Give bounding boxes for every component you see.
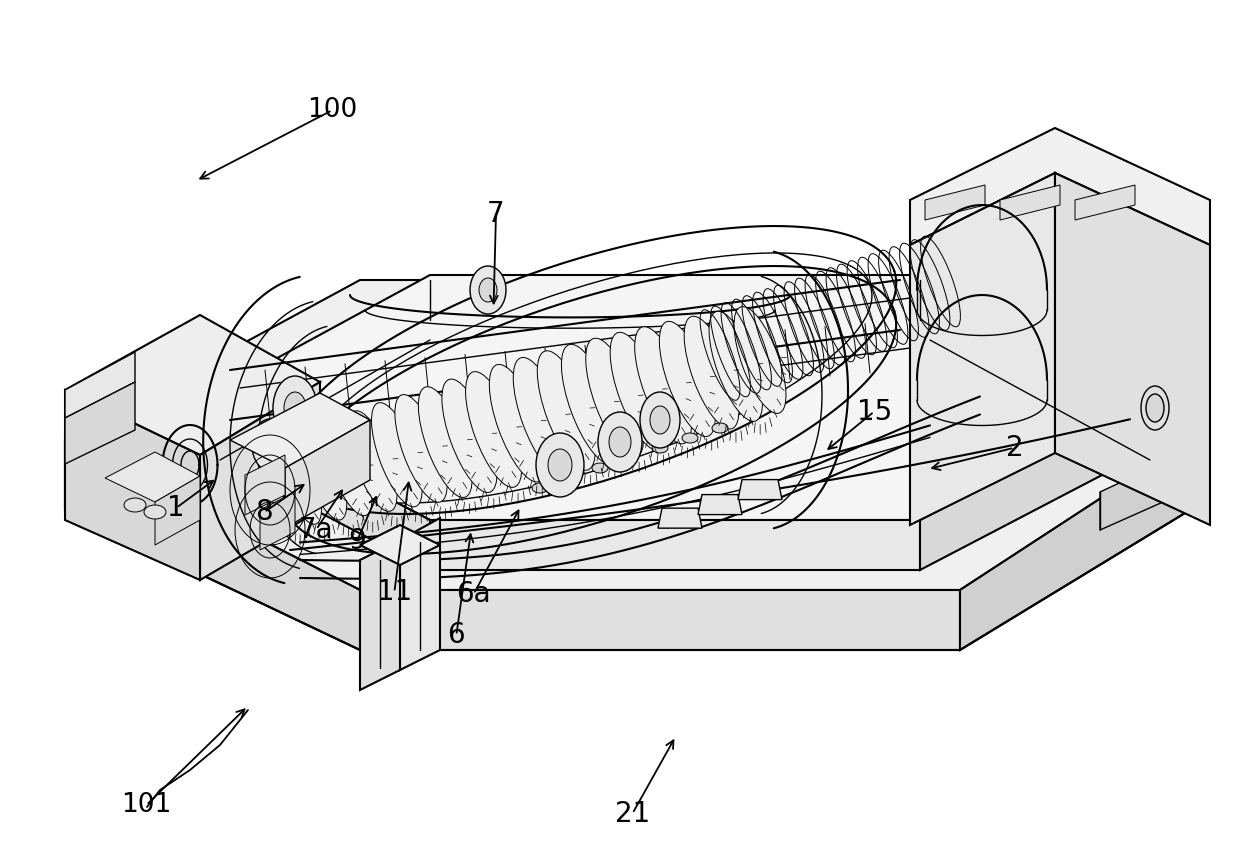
- Polygon shape: [920, 135, 1200, 240]
- Text: 6a: 6a: [456, 580, 491, 608]
- Polygon shape: [155, 476, 200, 545]
- Ellipse shape: [537, 350, 595, 470]
- Polygon shape: [64, 315, 320, 455]
- Text: 2: 2: [1006, 434, 1023, 461]
- Polygon shape: [360, 590, 960, 650]
- Ellipse shape: [1146, 394, 1164, 422]
- Ellipse shape: [536, 433, 584, 497]
- Text: 8: 8: [255, 499, 273, 526]
- Polygon shape: [960, 440, 1190, 650]
- Ellipse shape: [279, 436, 321, 524]
- Ellipse shape: [372, 403, 422, 507]
- Text: 9: 9: [348, 527, 366, 554]
- Text: 101: 101: [122, 792, 171, 818]
- Polygon shape: [910, 173, 1055, 525]
- Ellipse shape: [252, 419, 288, 471]
- Polygon shape: [910, 128, 1210, 245]
- Ellipse shape: [124, 498, 146, 512]
- Polygon shape: [698, 494, 742, 515]
- Polygon shape: [64, 440, 145, 553]
- Polygon shape: [430, 520, 920, 570]
- Ellipse shape: [470, 266, 506, 314]
- Polygon shape: [64, 352, 135, 418]
- Ellipse shape: [562, 473, 578, 483]
- Ellipse shape: [490, 364, 547, 482]
- Polygon shape: [105, 452, 200, 502]
- Ellipse shape: [1141, 386, 1169, 430]
- Ellipse shape: [548, 449, 572, 481]
- Ellipse shape: [260, 432, 279, 458]
- Polygon shape: [229, 393, 370, 468]
- Polygon shape: [200, 275, 1149, 520]
- Polygon shape: [200, 400, 430, 570]
- Ellipse shape: [441, 379, 497, 492]
- Ellipse shape: [610, 332, 668, 451]
- Ellipse shape: [144, 505, 166, 519]
- Ellipse shape: [479, 278, 497, 302]
- Text: 11: 11: [377, 579, 412, 606]
- Ellipse shape: [284, 392, 306, 424]
- Ellipse shape: [562, 344, 620, 464]
- Polygon shape: [999, 185, 1060, 220]
- Polygon shape: [200, 382, 320, 580]
- Polygon shape: [64, 382, 135, 464]
- Ellipse shape: [709, 312, 763, 421]
- Ellipse shape: [301, 427, 347, 520]
- Polygon shape: [360, 540, 401, 690]
- Polygon shape: [260, 492, 295, 550]
- Ellipse shape: [609, 427, 631, 457]
- Ellipse shape: [635, 326, 692, 443]
- Polygon shape: [64, 440, 360, 650]
- Text: 7a: 7a: [299, 516, 334, 543]
- Polygon shape: [1055, 173, 1210, 525]
- Polygon shape: [64, 390, 200, 580]
- Ellipse shape: [734, 307, 786, 413]
- Ellipse shape: [591, 463, 608, 473]
- Polygon shape: [360, 525, 440, 565]
- Ellipse shape: [273, 376, 317, 440]
- Ellipse shape: [325, 419, 372, 516]
- Polygon shape: [658, 508, 702, 528]
- Ellipse shape: [682, 433, 698, 443]
- Ellipse shape: [418, 387, 472, 498]
- Polygon shape: [1100, 450, 1190, 530]
- Polygon shape: [401, 518, 440, 670]
- Text: 15: 15: [857, 398, 892, 425]
- Ellipse shape: [652, 443, 668, 453]
- Ellipse shape: [650, 406, 670, 434]
- Polygon shape: [285, 420, 370, 528]
- Polygon shape: [1075, 185, 1135, 220]
- Polygon shape: [64, 440, 115, 496]
- Polygon shape: [246, 455, 285, 515]
- Polygon shape: [920, 400, 1149, 570]
- Ellipse shape: [712, 423, 728, 433]
- Text: 7: 7: [487, 200, 505, 227]
- Ellipse shape: [598, 412, 642, 472]
- Text: 1: 1: [167, 494, 185, 522]
- Polygon shape: [925, 185, 985, 220]
- Text: 6: 6: [448, 622, 465, 649]
- Text: 21: 21: [615, 800, 650, 827]
- Ellipse shape: [465, 372, 522, 487]
- Ellipse shape: [532, 483, 548, 493]
- Ellipse shape: [394, 394, 448, 502]
- Polygon shape: [738, 480, 782, 499]
- Ellipse shape: [660, 321, 715, 437]
- Polygon shape: [920, 133, 1200, 266]
- Polygon shape: [64, 280, 1190, 590]
- Ellipse shape: [513, 357, 570, 476]
- Text: 100: 100: [308, 97, 357, 123]
- Ellipse shape: [640, 392, 680, 448]
- Ellipse shape: [622, 453, 639, 463]
- Ellipse shape: [585, 338, 644, 457]
- Ellipse shape: [684, 316, 739, 429]
- Ellipse shape: [348, 411, 397, 511]
